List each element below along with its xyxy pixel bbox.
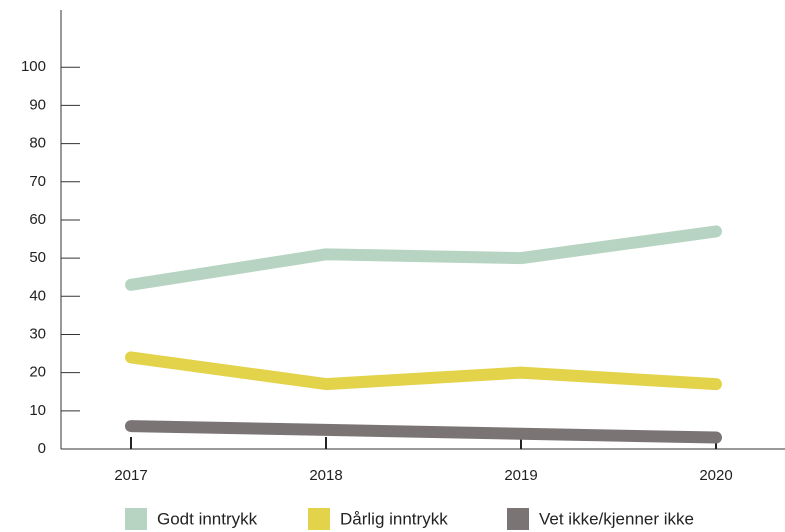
y-tick-label: 20 [29,364,46,381]
y-tick-label: 80 [29,135,46,152]
x-tick-label: 2018 [309,467,342,484]
y-tick-label: 30 [29,325,46,342]
x-tick-label: 2020 [699,467,732,484]
y-tick-label: 100 [21,58,46,75]
y-tick-label: 40 [29,287,46,304]
y-tick-label: 90 [29,96,46,113]
y-tick-label: 10 [29,402,46,419]
legend-label: Dårlig inntrykk [340,509,448,528]
y-tick-label: 50 [29,249,46,266]
x-tick-label: 2019 [504,467,537,484]
series-line [125,351,722,391]
legend-label: Vet ikke/kjenner ikke [539,509,694,528]
legend-swatch [308,508,330,530]
legend-label: Godt inntrykk [157,509,258,528]
series-line [125,225,722,291]
legend-swatch [125,508,147,530]
series-line [125,420,722,444]
y-tick-label: 0 [38,440,46,457]
x-tick-label: 2017 [114,467,147,484]
y-tick-label: 70 [29,173,46,190]
legend-swatch [507,508,529,530]
legend: Godt inntrykk Dårlig inntrykk Vet ikke/kje… [125,508,694,530]
y-tick-label: 60 [29,211,46,228]
